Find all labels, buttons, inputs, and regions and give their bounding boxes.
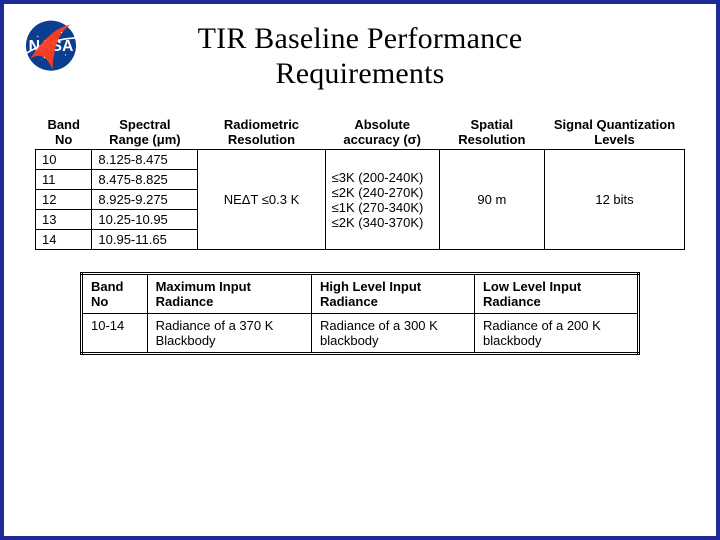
col-spatial: Spatial Resolution [439, 115, 544, 150]
col-absolute: Absolute accuracy (σ) [325, 115, 439, 150]
tir-requirements-table: Band No Spectral Range (μm) Radiometric … [35, 115, 685, 250]
title-line-1: TIR Baseline Performance [198, 22, 523, 55]
col-radiometric: Radiometric Resolution [198, 115, 325, 150]
input-radiance-table: Band No Maximum Input Radiance High Leve… [80, 272, 640, 355]
cell-band: 13 [36, 210, 92, 230]
cell-spatial: 90 m [439, 150, 544, 250]
col-spectral: Spectral Range (μm) [92, 115, 198, 150]
cell-band: 11 [36, 170, 92, 190]
abs-line: ≤2K (240-270K) [332, 185, 433, 200]
col-band: Band No [36, 115, 92, 150]
cell-band: 10-14 [82, 314, 148, 354]
col-quant: Signal Quantization Levels [545, 115, 685, 150]
cell-band: 14 [36, 230, 92, 250]
abs-line: ≤2K (340-370K) [332, 215, 433, 230]
abs-line: ≤1K (270-340K) [332, 200, 433, 215]
cell-radiometric: NEΔT ≤0.3 K [198, 150, 325, 250]
cell-spectral: 8.925-9.275 [92, 190, 198, 210]
slide-title: TIR Baseline Performance Requirements [22, 22, 698, 91]
cell-spectral: 10.95-11.65 [92, 230, 198, 250]
col-high: High Level Input Radiance [312, 274, 475, 314]
col-band: Band No [82, 274, 148, 314]
table-row: 10-14 Radiance of a 370 K Blackbody Radi… [82, 314, 639, 354]
cell-max: Radiance of a 370 K Blackbody [147, 314, 311, 354]
col-max: Maximum Input Radiance [147, 274, 311, 314]
cell-band: 10 [36, 150, 92, 170]
cell-low: Radiance of a 200 K blackbody [474, 314, 638, 354]
table-row: 10 8.125-8.475 NEΔT ≤0.3 K ≤3K (200-240K… [36, 150, 685, 170]
slide-frame: NASA TIR Baseline Performance Requiremen… [0, 0, 720, 540]
cell-spectral: 10.25-10.95 [92, 210, 198, 230]
cell-band: 12 [36, 190, 92, 210]
cell-spectral: 8.475-8.825 [92, 170, 198, 190]
col-low: Low Level Input Radiance [474, 274, 638, 314]
table-header-row: Band No Maximum Input Radiance High Leve… [82, 274, 639, 314]
cell-absolute: ≤3K (200-240K) ≤2K (240-270K) ≤1K (270-3… [325, 150, 439, 250]
title-line-2: Requirements [275, 57, 444, 90]
cell-high: Radiance of a 300 K blackbody [312, 314, 475, 354]
abs-line: ≤3K (200-240K) [332, 170, 433, 185]
cell-spectral: 8.125-8.475 [92, 150, 198, 170]
table-header-row: Band No Spectral Range (μm) Radiometric … [36, 115, 685, 150]
cell-quant: 12 bits [545, 150, 685, 250]
nasa-logo: NASA [18, 18, 84, 74]
